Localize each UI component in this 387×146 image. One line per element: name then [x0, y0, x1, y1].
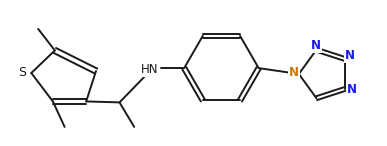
- Text: S: S: [19, 66, 26, 79]
- Text: HN: HN: [141, 63, 159, 76]
- Text: N: N: [345, 49, 355, 62]
- Text: N: N: [289, 66, 299, 80]
- Text: N: N: [347, 83, 357, 97]
- Text: N: N: [310, 39, 320, 52]
